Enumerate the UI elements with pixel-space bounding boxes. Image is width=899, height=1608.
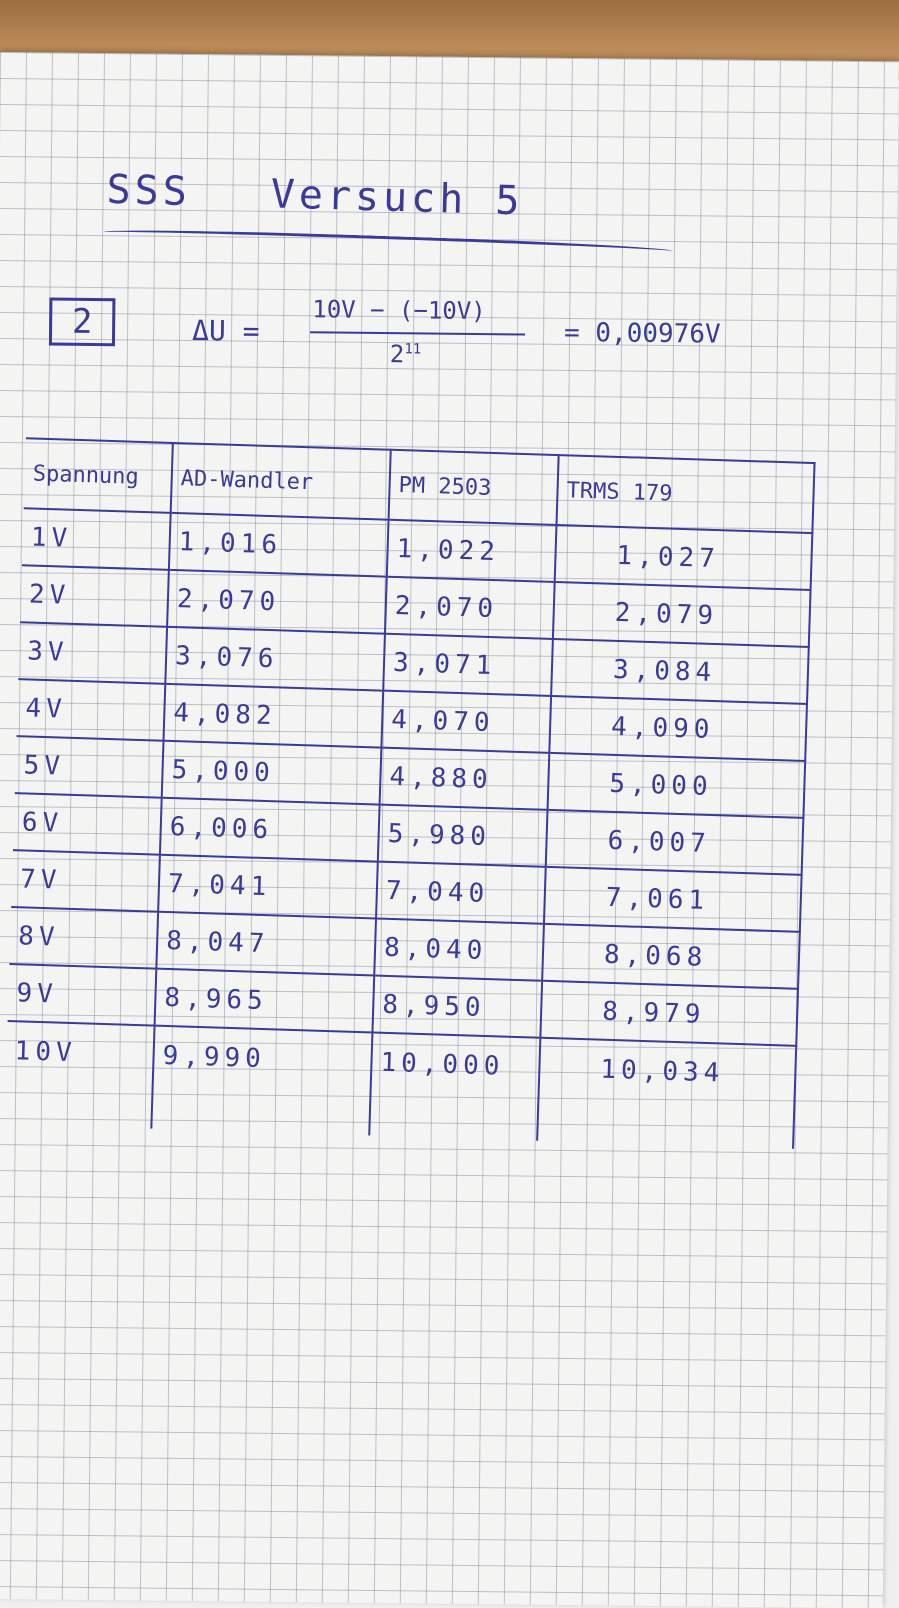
cell-trms: 3,084 — [551, 638, 809, 704]
header-spannung: Spannung — [23, 438, 173, 513]
graph-paper-sheet: SSS Versuch 5 2 ΔU = 10V − (−10V) 211 = 0… — [0, 52, 899, 1608]
cell-pm: 5,980 — [377, 804, 548, 867]
header-trms-179: TRMS 179 — [556, 455, 815, 534]
cell-voltage: 6V — [12, 793, 162, 855]
cell-pm: 10,000 — [369, 1032, 541, 1141]
denominator-base: 2 — [389, 340, 405, 369]
formula-numerator: 10V − (−10V) — [312, 295, 486, 326]
cell-trms: 5,000 — [547, 752, 806, 818]
cell-ad: 1,016 — [168, 512, 389, 577]
cell-voltage: 8V — [9, 907, 159, 969]
title-underline — [103, 226, 674, 257]
cell-trms: 6,007 — [545, 809, 804, 875]
cell-voltage: 10V — [4, 1021, 155, 1129]
title-experiment: Versuch 5 — [270, 171, 525, 225]
cell-ad: 3,076 — [165, 626, 385, 691]
cell-pm: 7,040 — [376, 861, 546, 924]
cell-ad: 8,965 — [154, 968, 375, 1033]
cell-trms: 1,027 — [554, 524, 813, 591]
cell-pm: 3,071 — [383, 633, 553, 696]
cell-voltage: 7V — [11, 850, 160, 912]
cell-voltage: 4V — [16, 679, 166, 741]
cell-pm: 1,022 — [386, 519, 557, 582]
cell-voltage: 5V — [14, 736, 164, 798]
cell-trms: 2,079 — [552, 581, 811, 647]
cell-voltage: 9V — [7, 964, 157, 1026]
cell-trms: 4,090 — [549, 695, 807, 761]
cell-pm: 4,880 — [379, 747, 550, 810]
formula-result: = 0,00976V — [563, 317, 721, 350]
denominator-exponent: 11 — [404, 341, 422, 358]
cell-trms: 10,034 — [537, 1037, 797, 1149]
cell-ad: 2,070 — [167, 569, 387, 634]
cell-voltage: 3V — [18, 622, 168, 684]
header-ad-wandler: AD-Wandler — [170, 442, 391, 520]
cell-ad: 9,990 — [151, 1025, 373, 1136]
page-title: SSS Versuch 5 — [106, 167, 604, 227]
cell-pm: 4,070 — [381, 690, 552, 753]
resolution-formula: ΔU = 10V − (−10V) 211 = 0,00976V — [191, 294, 832, 401]
cell-ad: 7,041 — [158, 854, 378, 919]
formula-denominator: 211 — [390, 340, 422, 368]
cell-ad: 4,082 — [163, 683, 384, 748]
cell-pm: 8,040 — [374, 918, 544, 981]
measurement-table: Spannung AD-Wandler PM 2503 TRMS 179 1V 1… — [4, 437, 815, 1149]
cell-trms: 8,979 — [540, 980, 799, 1046]
header-pm-2503: PM 2503 — [388, 449, 559, 525]
task-number-box: 2 — [48, 297, 116, 347]
formula-lhs: ΔU = — [191, 314, 260, 348]
title-course: SSS — [105, 166, 192, 216]
cell-ad: 5,000 — [161, 740, 382, 805]
fraction-bar — [310, 331, 526, 336]
cell-trms: 7,061 — [543, 866, 802, 932]
cell-voltage: 2V — [20, 565, 169, 627]
cell-ad: 8,047 — [156, 911, 377, 976]
cell-trms: 8,068 — [542, 923, 800, 989]
cell-ad: 6,006 — [159, 797, 380, 862]
cell-voltage: 1V — [21, 508, 171, 570]
cell-pm: 2,070 — [384, 576, 555, 639]
cell-pm: 8,950 — [372, 975, 543, 1038]
